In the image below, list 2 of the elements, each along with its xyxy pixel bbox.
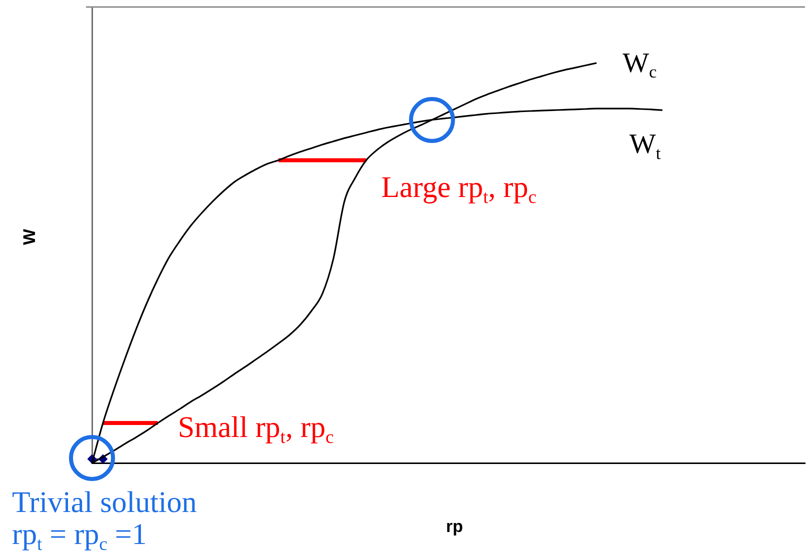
x-axis-title: rp — [446, 517, 463, 536]
y-axis-title: W — [20, 228, 39, 246]
